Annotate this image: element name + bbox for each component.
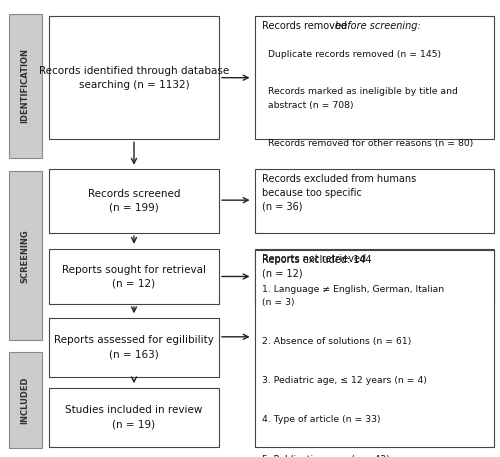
Bar bbox=[49, 16, 219, 139]
Text: (n = 163): (n = 163) bbox=[109, 349, 159, 359]
Text: 3. Pediatric age, ≤ 12 years (n = 4): 3. Pediatric age, ≤ 12 years (n = 4) bbox=[262, 376, 428, 385]
Text: 1. Language ≠ English, German, Italian: 1. Language ≠ English, German, Italian bbox=[262, 285, 444, 294]
Text: (n = 19): (n = 19) bbox=[112, 419, 156, 429]
Bar bbox=[9, 171, 42, 340]
Bar bbox=[49, 169, 219, 233]
Text: IDENTIFICATION: IDENTIFICATION bbox=[20, 48, 30, 123]
Text: Records removed for other reasons (n = 80): Records removed for other reasons (n = 8… bbox=[268, 138, 473, 148]
Text: Reports excluded: 144: Reports excluded: 144 bbox=[262, 255, 372, 266]
Text: because too specific: because too specific bbox=[262, 188, 362, 198]
Text: Reports assessed for egilibility: Reports assessed for egilibility bbox=[54, 335, 214, 345]
Bar bbox=[49, 388, 219, 447]
Text: Reports not retrieved: Reports not retrieved bbox=[262, 254, 366, 264]
Text: searching (n = 1132): searching (n = 1132) bbox=[78, 80, 190, 90]
Text: SCREENING: SCREENING bbox=[21, 229, 30, 283]
Text: Reports sought for retrieval: Reports sought for retrieval bbox=[62, 265, 206, 275]
Text: Records screened: Records screened bbox=[88, 189, 180, 199]
Bar bbox=[49, 249, 219, 304]
Bar bbox=[255, 249, 494, 304]
Text: (n = 36): (n = 36) bbox=[262, 202, 303, 212]
Text: Records identified through database: Records identified through database bbox=[39, 66, 229, 76]
Text: abstract (n = 708): abstract (n = 708) bbox=[268, 101, 353, 110]
Text: Studies included in review: Studies included in review bbox=[66, 405, 202, 415]
Text: Records marked as ineligible by title and: Records marked as ineligible by title an… bbox=[268, 87, 458, 96]
Text: (n = 12): (n = 12) bbox=[112, 278, 156, 288]
Text: Records removed: Records removed bbox=[262, 21, 350, 31]
Bar bbox=[255, 250, 494, 447]
Text: 2. Absence of solutions (n = 61): 2. Absence of solutions (n = 61) bbox=[262, 337, 412, 346]
Text: INCLUDED: INCLUDED bbox=[21, 376, 30, 424]
Text: before screening:: before screening: bbox=[335, 21, 421, 31]
Text: (n = 3): (n = 3) bbox=[262, 298, 295, 307]
Text: 5. Publication year (n = 42): 5. Publication year (n = 42) bbox=[262, 455, 390, 457]
Bar bbox=[255, 169, 494, 233]
Text: (n = 12): (n = 12) bbox=[262, 269, 303, 279]
Bar bbox=[255, 16, 494, 139]
Bar bbox=[49, 318, 219, 377]
Text: Duplicate records removed (n = 145): Duplicate records removed (n = 145) bbox=[268, 50, 440, 59]
Text: Records excluded from humans: Records excluded from humans bbox=[262, 174, 417, 184]
Bar bbox=[9, 14, 42, 158]
Bar bbox=[9, 352, 42, 448]
Text: 4. Type of article (n = 33): 4. Type of article (n = 33) bbox=[262, 415, 381, 425]
Text: (n = 199): (n = 199) bbox=[109, 203, 159, 213]
